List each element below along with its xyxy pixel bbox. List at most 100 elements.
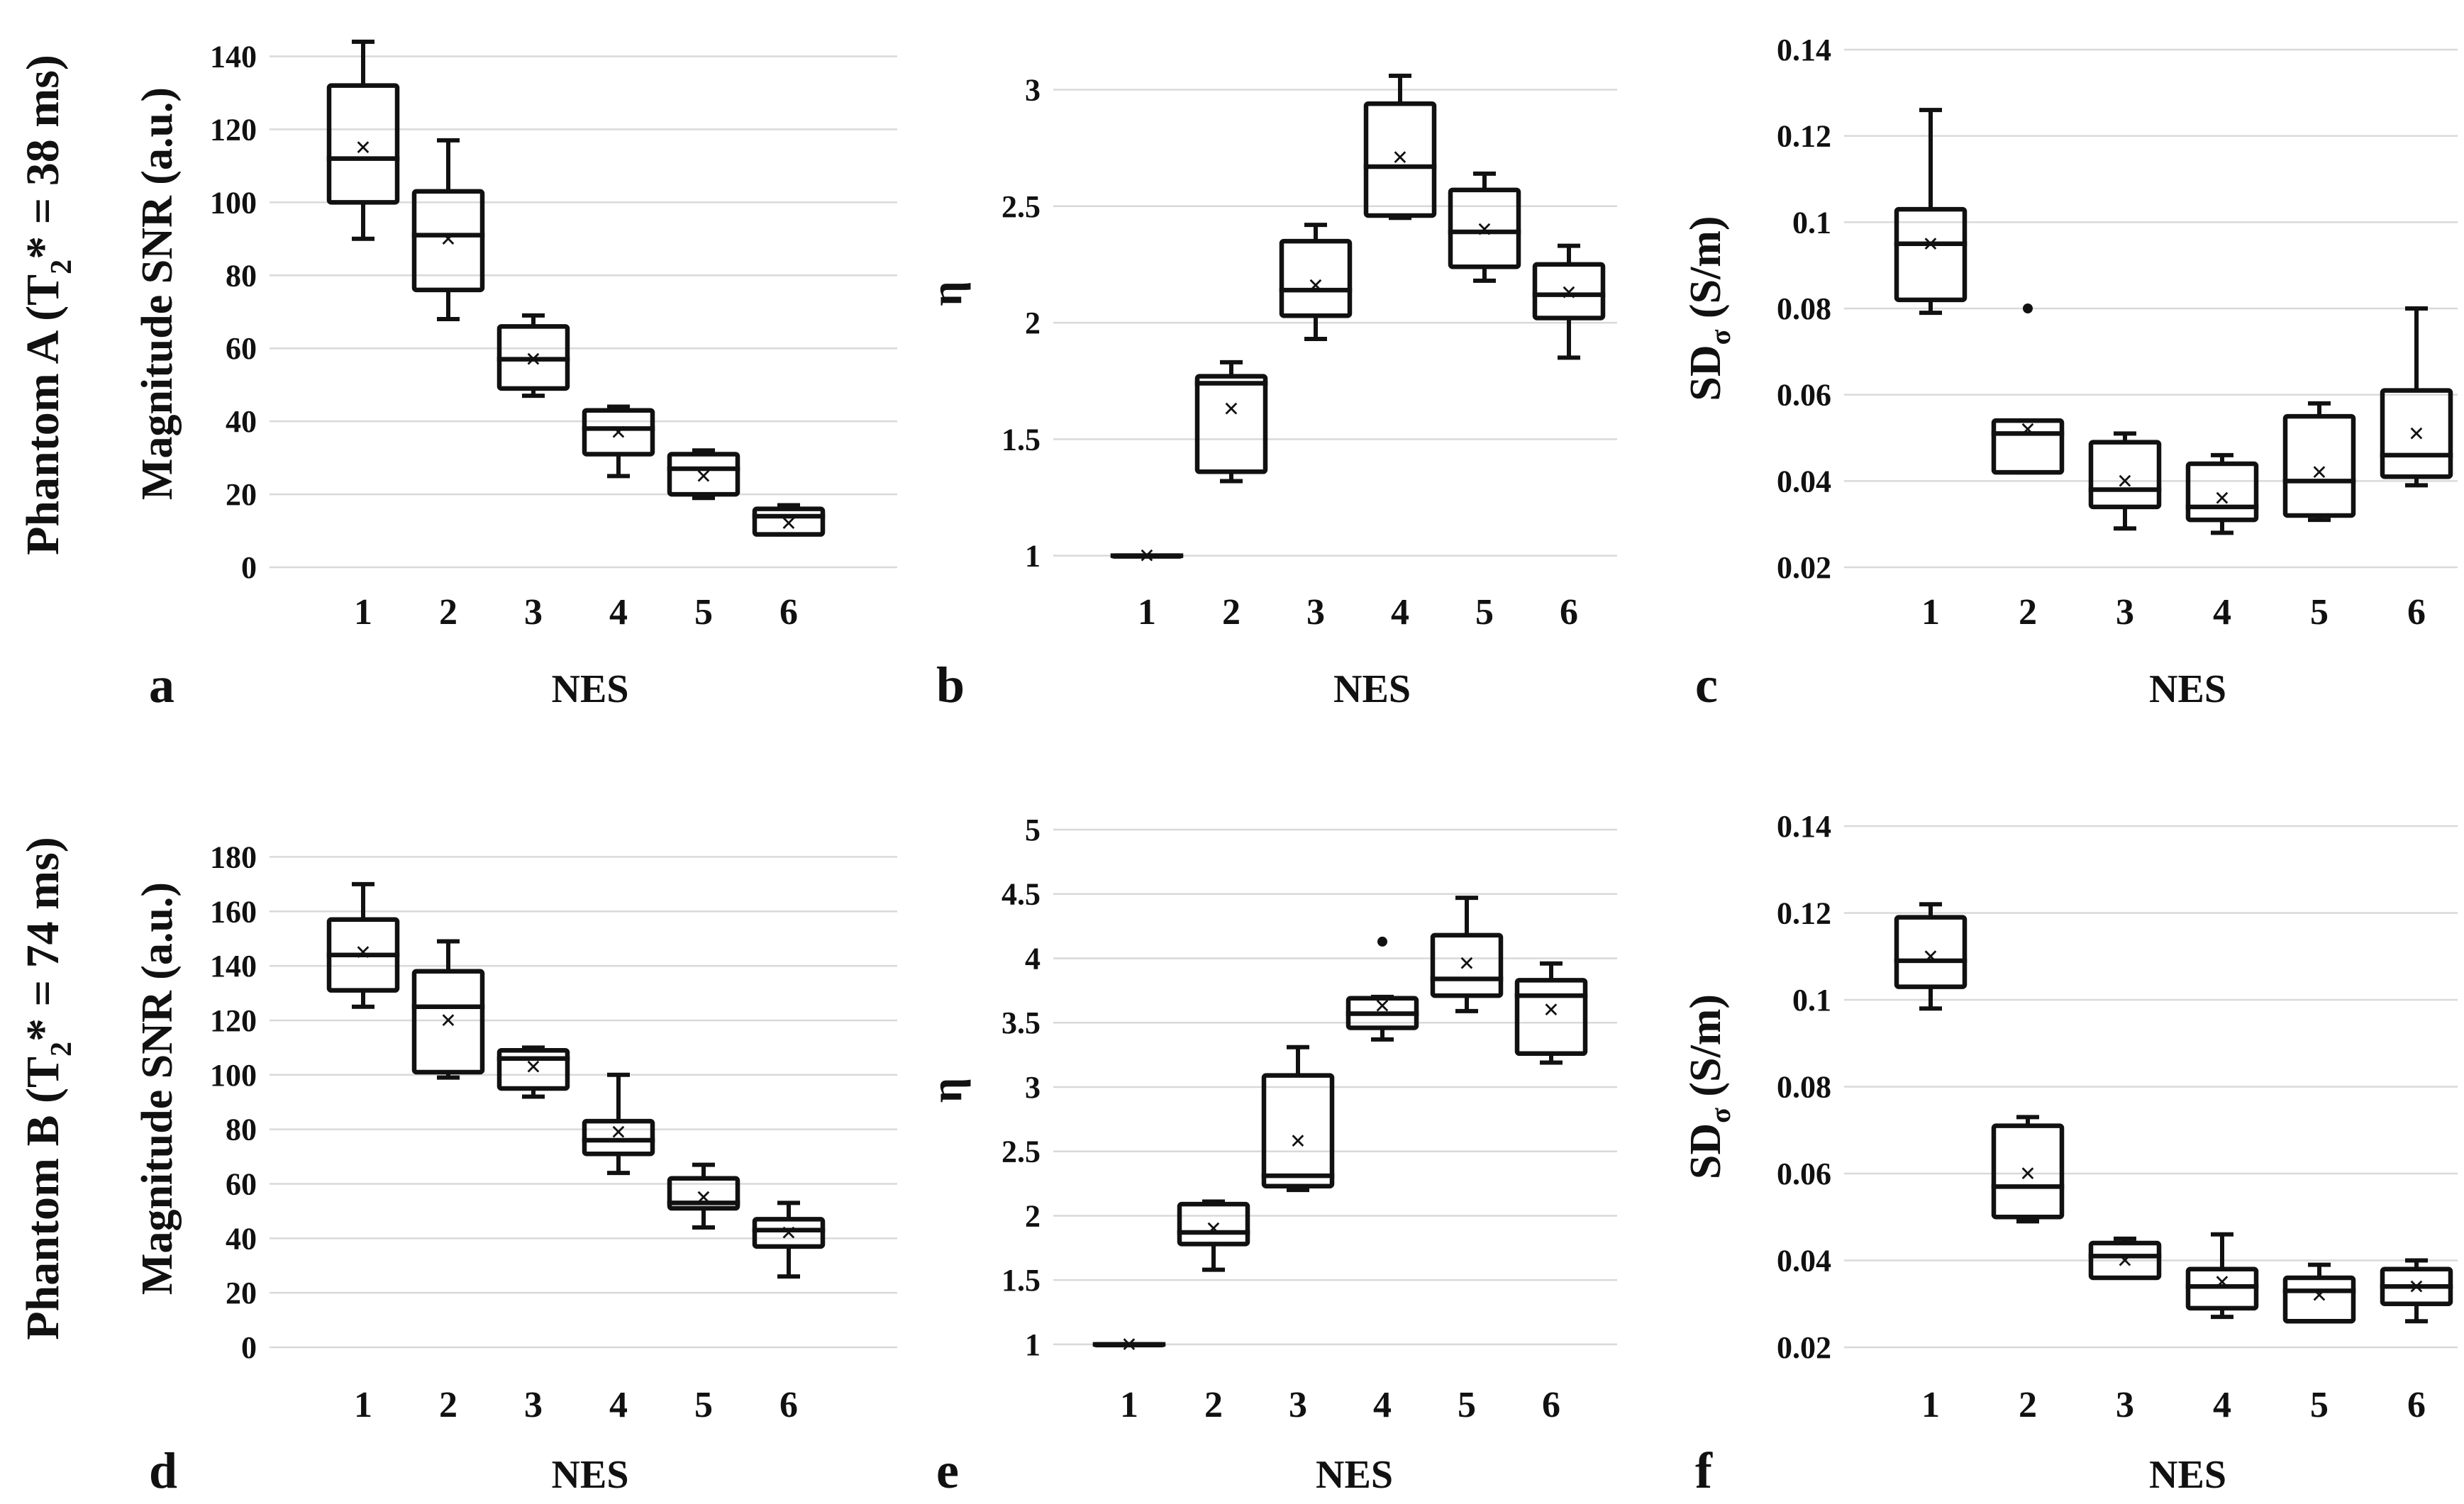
y-axis-label: Magnitude SNR (a.u.) [133,87,182,500]
x-tick-label: 5 [1458,1385,1476,1425]
x-tick-label: 6 [1560,592,1578,633]
iqr-box [1261,1073,1335,1188]
mean-marker: × [1459,947,1475,979]
y-tick-label: 80 [226,258,257,293]
mean-marker: × [1543,993,1560,1025]
box-nes-3: × [2088,431,2162,531]
x-tick-label: 2 [1222,592,1241,633]
y-tick-label: 4.5 [1001,877,1040,912]
x-tick-label: 3 [524,592,543,633]
mean-marker: × [2117,1244,2133,1276]
mean-marker: × [1923,940,1939,972]
x-tick-label: 6 [779,1385,798,1425]
iqr-box [2282,413,2356,518]
mean-marker: × [526,1050,542,1082]
x-axis-label: NES [2149,1453,2226,1497]
box-nes-3: × [1261,1045,1335,1193]
mean-marker: × [2312,1279,2328,1311]
y-tick-label: 1 [1025,539,1040,574]
y-tick-label: 140 [210,39,257,74]
mean-marker: × [2409,417,2425,449]
iqr-box [582,408,655,457]
box-nes-3: × [496,1045,570,1099]
mean-marker: × [355,936,372,968]
y-tick-label: 100 [210,185,257,220]
iqr-box [1279,238,1353,318]
y-tick-label: 3.5 [1001,1006,1040,1040]
iqr-box [411,969,485,1075]
panel-letter: d [149,1442,177,1499]
y-tick-label: 5 [1025,813,1040,847]
iqr-box [1894,206,1968,303]
panel-letter: f [1695,1442,1713,1499]
x-tick-label: 5 [2310,1385,2329,1425]
x-tick-label: 6 [2407,592,2426,633]
panel-a: 0 20 40 60 80 100 120 140 × 1 × 2 × 3 × 4 × 5 × 6 NES Magnitu… [133,39,897,713]
x-tick-label: 4 [2213,1385,2231,1425]
y-tick-label: 120 [210,112,257,147]
y-tick-label: 0 [241,1330,257,1365]
x-tick-label: 5 [1475,592,1494,633]
iqr-box [496,1047,570,1091]
y-tick-label: 0.06 [1777,1157,1831,1191]
y-tick-label: 60 [226,331,257,366]
iqr-box [1363,101,1437,218]
y-tick-label: 100 [210,1058,257,1093]
y-tick-label: 0.1 [1792,983,1831,1018]
mean-marker: × [526,343,542,375]
mean-marker: × [1308,269,1324,301]
mean-marker: × [696,1181,712,1213]
y-tick-label: 20 [226,1276,257,1310]
x-tick-label: 4 [609,1385,628,1425]
mean-marker: × [2214,1266,2231,1298]
iqr-box [1430,932,1504,998]
box-nes-1: × [1092,1328,1166,1360]
mean-marker: × [1290,1125,1306,1157]
iqr-box [2380,388,2453,479]
mean-marker: × [1375,990,1391,1022]
iqr-box [411,189,485,293]
y-tick-label: 3 [1025,1070,1040,1105]
mean-marker: × [1923,228,1939,260]
iqr-box [1514,978,1588,1057]
box-nes-2: × [1177,1199,1250,1272]
y-tick-label: 0.04 [1777,1244,1831,1279]
y-tick-label: 140 [210,949,257,984]
x-tick-label: 2 [439,1385,457,1425]
box-nes-6: × [2380,1258,2453,1324]
row-label-phantom-b: Phantom B (T2* = 74 ms) [17,837,78,1339]
panel-d: 0 20 40 60 80 100 120 140 160 180 × 1 × 2 × 3 × 4 × 5 × 6 NES M… [133,840,897,1499]
y-axis-label: η [923,281,971,306]
y-tick-label: 0.08 [1777,291,1831,326]
x-tick-label: 5 [694,592,713,633]
iqr-box [1448,187,1521,269]
mean-marker: × [781,1217,797,1249]
iqr-box [1991,418,2065,475]
box-nes-4: × [1363,73,1437,221]
box-nes-4: × [582,404,655,479]
box-nes-6: × [1532,243,1606,360]
box-nes-6: × [752,503,826,539]
x-axis-label: NES [1316,1453,1393,1497]
mean-marker: × [1392,141,1409,173]
box-nes-2: × [1991,303,2065,475]
y-axis-label: SDσ (S/m) [1682,994,1736,1179]
y-tick-label: 0.1 [1792,205,1831,240]
mean-marker: × [2312,456,2328,488]
x-tick-label: 3 [2116,1385,2134,1425]
x-tick-label: 1 [1921,592,1940,633]
x-tick-label: 2 [2019,592,2037,633]
x-tick-label: 3 [1306,592,1325,633]
iqr-box [1532,262,1606,321]
y-tick-label: 1.5 [1001,1263,1040,1298]
box-nes-3: × [2088,1236,2162,1281]
x-tick-label: 2 [2019,1385,2037,1425]
iqr-box [2088,1240,2162,1281]
iqr-box [1894,915,1968,989]
x-tick-label: 3 [2116,592,2134,633]
x-tick-label: 1 [1921,1385,1940,1425]
x-tick-label: 1 [1120,1385,1138,1425]
iqr-box [582,1118,655,1157]
y-tick-label: 3 [1025,73,1040,108]
